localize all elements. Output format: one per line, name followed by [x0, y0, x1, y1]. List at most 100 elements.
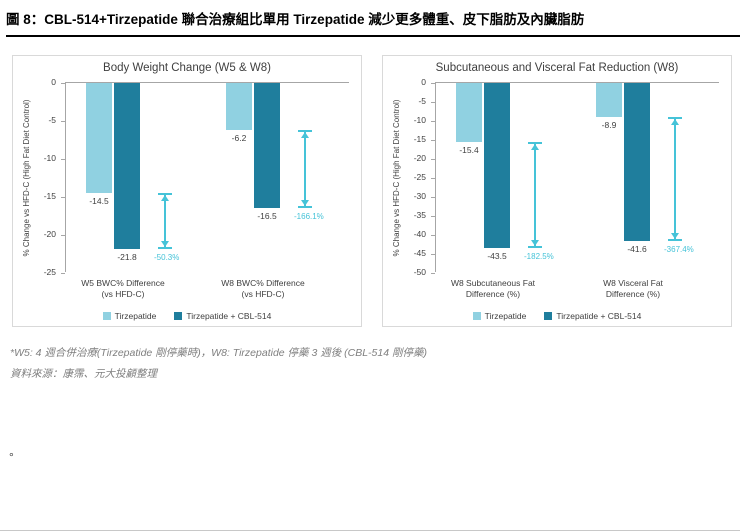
y-tick-mark	[431, 159, 435, 160]
y-tick-mark	[431, 178, 435, 179]
bar-group: -14.5 -21.8 -50.3%	[74, 83, 204, 273]
bar-combo	[114, 83, 140, 249]
arrow-tri-up	[301, 132, 309, 139]
difference-percentage-label: -367.4%	[664, 245, 694, 255]
chart-fat-reduction: Subcutaneous and Visceral Fat Reduction …	[382, 55, 732, 327]
category-label: W5 BWC% Difference (vs HFD-C)	[81, 278, 165, 300]
arrow-tri-down	[531, 240, 539, 247]
bar-group: -15.4 -43.5 -182.5%	[444, 83, 574, 273]
bar-value-label: -6.2	[231, 133, 247, 144]
y-tick-label: -40	[413, 229, 426, 239]
category-label: W8 Subcutaneous Fat Difference (%)	[450, 278, 536, 300]
y-tick-mark	[431, 121, 435, 122]
y-tick-mark	[431, 254, 435, 255]
plot-area: -14.5 -21.8 -50.3% -6.2 -16.5 -166.1%	[61, 82, 349, 274]
y-tick-mark	[431, 102, 435, 103]
y-tick-label: 0	[421, 77, 426, 87]
legend-swatch	[174, 312, 183, 320]
legend-label: Tirzepatide	[484, 311, 527, 321]
arrow-cap-bottom	[298, 206, 312, 209]
bar-combo	[254, 83, 280, 209]
y-tick-label: -5	[418, 96, 426, 106]
arrow-vline	[164, 194, 166, 248]
y-tick-mark	[431, 235, 435, 236]
x-axis-labels: W8 Subcutaneous Fat Difference (%) W8 Vis…	[435, 278, 719, 306]
x-axis-labels: W5 BWC% Difference (vs HFD-C) W8 BWC% Dif…	[65, 278, 349, 306]
legend: Tirzepatide Tirzepatide + CBL-514	[383, 311, 731, 321]
footnote-source: 資料來源：康霈、元大投顧整理	[10, 368, 157, 380]
plot-area: -15.4 -43.5 -182.5% -8.9 -41.6 -367.4%	[431, 82, 719, 274]
bar-value-label: -21.8	[117, 251, 137, 262]
legend-item: Tirzepatide + CBL-514	[174, 311, 271, 321]
legend-swatch	[102, 312, 111, 320]
chart-body-weight-change: Body Weight Change (W5 & W8) % Change vs…	[12, 55, 362, 327]
legend-swatch	[544, 312, 553, 320]
difference-percentage-label: -166.1%	[294, 212, 324, 222]
arrow-cap-bottom	[528, 246, 542, 249]
difference-arrow	[158, 193, 172, 249]
figure-title: 圖 8：CBL-514+Tirzepatide 聯合治療組比單用 Tirzepa…	[6, 8, 740, 37]
bar-combo	[624, 83, 650, 242]
y-tick-mark	[431, 140, 435, 141]
difference-percentage-label: -182.5%	[524, 252, 554, 262]
arrow-tri-down	[161, 240, 169, 247]
bar-value-label: -41.6	[627, 244, 647, 255]
y-tick-mark	[61, 159, 65, 160]
arrow-vline	[304, 131, 306, 208]
bar-tirzepatide	[456, 83, 482, 142]
y-tick-label: -20	[413, 153, 426, 163]
legend-item: Tirzepatide	[102, 311, 157, 321]
arrow-tri-down	[301, 200, 309, 207]
y-axis-ticks: 0 -5 -10 -15 -20 -25 -30 -35 -40 -45 -50	[403, 77, 429, 277]
legend-label: Tirzepatide + CBL-514	[186, 311, 272, 321]
y-tick-label: -50	[413, 267, 426, 277]
arrow-vline	[534, 142, 536, 248]
legend-item: Tirzepatide	[472, 311, 527, 321]
y-tick-label: -25	[413, 172, 426, 182]
footnotes: *W5: 4 週合併治療(Tirzepatide 剛停藥時)，W8: Tirze…	[10, 343, 730, 385]
y-tick-mark	[61, 235, 65, 236]
y-tick-label: -10	[43, 153, 56, 163]
y-tick-label: -25	[43, 267, 56, 277]
y-tick-label: -45	[413, 248, 426, 258]
y-tick-label: -20	[43, 229, 56, 239]
legend-swatch	[472, 312, 481, 320]
difference-arrow	[668, 116, 682, 242]
difference-arrow	[298, 130, 312, 209]
bar-group: -6.2 -16.5 -166.1%	[214, 83, 344, 273]
chart-body: % Change vs HFD-C (High Fat Diet Control…	[13, 77, 361, 277]
arrow-cap-bottom	[158, 246, 172, 249]
stray-bullet: °	[9, 450, 14, 464]
chart-title: Subcutaneous and Visceral Fat Reduction …	[435, 62, 679, 74]
y-tick-label: -10	[413, 115, 426, 125]
bar-tirzepatide	[226, 83, 252, 131]
y-axis-ticks: 0 -5 -10 -15 -20 -25	[33, 77, 59, 277]
y-tick-mark	[431, 216, 435, 217]
legend-item: Tirzepatide + CBL-514	[544, 311, 641, 321]
y-tick-mark	[431, 273, 435, 274]
y-tick-mark	[61, 121, 65, 122]
difference-arrow	[528, 141, 542, 249]
y-axis-label: % Change vs HFD-C (High Fat Diet Control…	[392, 99, 401, 257]
y-tick-mark	[431, 197, 435, 198]
legend-label: Tirzepatide + CBL-514	[556, 311, 642, 321]
y-tick-mark	[431, 83, 435, 84]
y-tick-label: 0	[51, 77, 56, 87]
footnote-definitions: *W5: 4 週合併治療(Tirzepatide 剛停藥時)，W8: Tirze…	[10, 347, 427, 359]
arrow-tri-down	[671, 233, 679, 240]
bar-tirzepatide	[596, 83, 622, 117]
category-label: W8 BWC% Difference (vs HFD-C)	[221, 278, 305, 300]
bar-tirzepatide	[86, 83, 112, 194]
difference-percentage-label: -50.3%	[154, 252, 180, 262]
y-tick-label: -5	[48, 115, 56, 125]
legend-label: Tirzepatide	[114, 311, 157, 321]
category-label: W8 Visceral Fat Difference (%)	[603, 278, 663, 300]
bar-group: -8.9 -41.6 -367.4%	[584, 83, 714, 273]
y-tick-label: -35	[413, 210, 426, 220]
y-tick-label: -15	[43, 191, 56, 201]
bar-value-label: -16.5	[257, 211, 277, 222]
y-tick-mark	[61, 83, 65, 84]
y-tick-mark	[61, 273, 65, 274]
chart-body: % Change vs HFD-C (High Fat Diet Control…	[383, 77, 731, 277]
